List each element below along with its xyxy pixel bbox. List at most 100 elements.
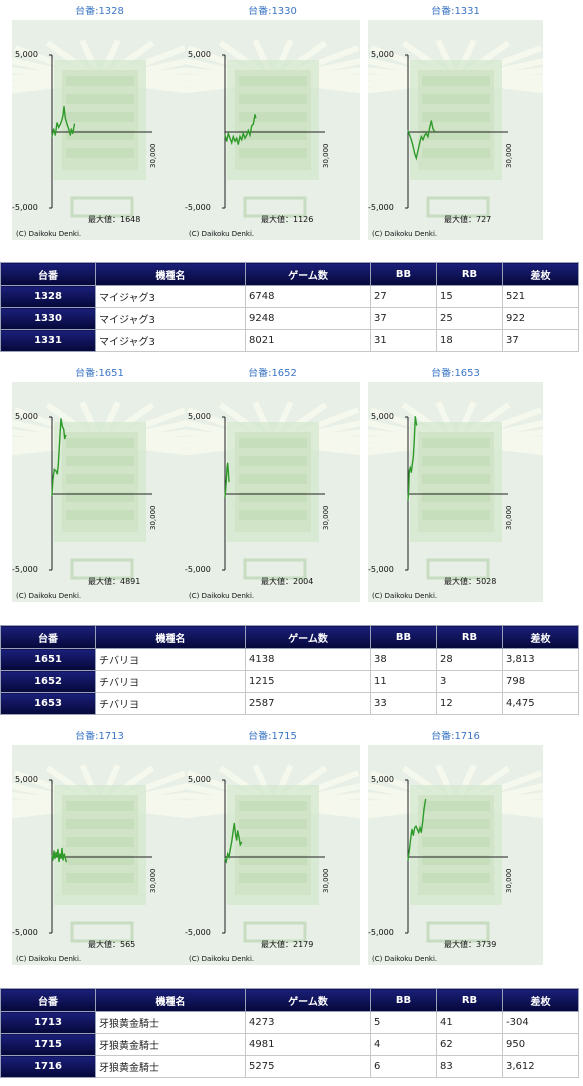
data-point (51, 136, 53, 138)
bb-count-cell: 38 (370, 648, 437, 671)
machine-number-cell[interactable]: 1653 (0, 692, 96, 715)
copyright-label: (C) Daikoku Denki. (16, 230, 82, 238)
y-tick-label-top: 5,000 (15, 412, 38, 421)
column-header: 機種名 (95, 988, 246, 1012)
copyright-label: (C) Daikoku Denki. (16, 955, 82, 963)
machine-number-cell[interactable]: 1651 (0, 648, 96, 671)
machine-name-cell: 牙狼黄金騎士 (95, 1011, 246, 1034)
column-header: RB (436, 625, 503, 649)
chart-title[interactable]: 台番:1653 (431, 368, 480, 379)
table-row: 1716 牙狼黄金騎士 5275 6 83 3,612 (0, 1055, 579, 1078)
chart-title[interactable]: 台番:1330 (248, 6, 297, 17)
chart-plot-area: 5,000 -5,000 30,000 最大値：727 (C) Daikoku Denk… (368, 20, 543, 240)
max-value-label: 最大値：2004 (261, 577, 314, 586)
data-point (411, 828, 413, 830)
data-point (420, 831, 422, 833)
data-point (432, 128, 434, 130)
table-row: 1715 牙狼黄金騎士 4981 4 62 950 (0, 1033, 579, 1056)
game-count-cell: 4273 (245, 1011, 371, 1034)
data-point (408, 490, 410, 492)
data-point (247, 129, 249, 132)
data-point (416, 828, 418, 830)
column-header: ゲーム数 (245, 625, 371, 649)
machine-number-cell[interactable]: 1713 (0, 1011, 96, 1034)
data-point (69, 134, 71, 136)
data-point (422, 821, 424, 823)
rb-count-cell: 28 (436, 648, 503, 671)
slump-series-line (51, 106, 76, 137)
table-row: 1331 マイジャグ3 8021 31 18 37 (0, 329, 579, 352)
rb-count-cell: 15 (436, 285, 503, 308)
table-header-row: 台番 機種名 ゲーム数 BB RB 差枚 (0, 988, 579, 1012)
rb-count-cell: 25 (436, 307, 503, 330)
data-point (425, 798, 427, 800)
game-count-cell: 4981 (245, 1033, 371, 1056)
data-point (56, 122, 58, 124)
chart-title[interactable]: 台番:1328 (75, 6, 124, 17)
data-point (65, 434, 67, 436)
data-point (225, 488, 227, 490)
copyright-label: (C) Daikoku Denki. (372, 592, 438, 600)
copyright-label: (C) Daikoku Denki. (189, 955, 255, 963)
max-value-label: 最大値：3739 (444, 940, 497, 949)
rb-count-cell: 62 (436, 1033, 503, 1056)
data-point (227, 853, 229, 855)
machine-number-cell[interactable]: 1715 (0, 1033, 96, 1056)
game-count-cell: 5275 (245, 1055, 371, 1078)
data-point (409, 467, 411, 469)
data-point (52, 859, 54, 861)
data-point (56, 856, 58, 858)
machine-number-cell[interactable]: 1331 (0, 329, 96, 352)
chart-title[interactable]: 台番:1331 (431, 6, 480, 17)
machine-number-cell[interactable]: 1716 (0, 1055, 96, 1078)
x-tick-label: 30,000 (505, 143, 513, 169)
slump-chart: 台番:1713 5,000 -5,000 30,000 最大値：565 (C) Daiko… (12, 731, 187, 965)
chart-svg (368, 39, 543, 218)
data-point (64, 438, 66, 440)
data-point (410, 471, 412, 473)
data-point (52, 478, 54, 480)
chart-plot-area: 5,000 -5,000 30,000 最大値：565 (C) Daikoku Denk… (12, 745, 187, 965)
column-header: ゲーム数 (245, 262, 371, 286)
copyright-label: (C) Daikoku Denki. (189, 592, 255, 600)
chart-plot-area: 5,000 -5,000 30,000 最大値：1648 (C) Daikoku Den… (12, 20, 187, 240)
chart-plot-area: 5,000 -5,000 30,000 最大値：5028 (C) Daikoku Den… (368, 382, 543, 602)
max-value-label: 最大値：4891 (88, 577, 141, 586)
data-point (239, 136, 241, 138)
table-row: 1330 マイジャグ3 9248 37 25 922 (0, 307, 579, 330)
data-point (226, 467, 228, 469)
data-point (224, 134, 226, 136)
chart-title[interactable]: 台番:1713 (75, 731, 124, 742)
chart-svg (368, 401, 543, 580)
data-point (227, 132, 229, 135)
machine-number-cell[interactable]: 1652 (0, 670, 96, 693)
column-header: 機種名 (95, 262, 246, 286)
data-point (226, 140, 228, 142)
y-tick-label-bottom: -5,000 (368, 928, 394, 937)
x-tick-label: 30,000 (322, 505, 330, 531)
chart-svg (368, 764, 543, 943)
machine-name-cell: マイジャグ3 (95, 307, 246, 330)
rb-count-cell: 3 (436, 670, 503, 693)
chart-title[interactable]: 台番:1652 (248, 368, 297, 379)
rb-count-cell: 41 (436, 1011, 503, 1034)
data-point (59, 439, 61, 441)
data-point (63, 106, 65, 108)
machine-number-cell[interactable]: 1330 (0, 307, 96, 330)
coin-difference-cell: 3,612 (502, 1055, 579, 1078)
chart-title[interactable]: 台番:1651 (75, 368, 124, 379)
table-row: 1713 牙狼黄金騎士 4273 5 41 -304 (0, 1011, 579, 1034)
data-point (236, 137, 238, 139)
y-tick-label-bottom: -5,000 (12, 565, 38, 574)
data-point (238, 836, 240, 838)
chart-svg (12, 764, 187, 943)
data-point (51, 494, 53, 497)
data-point (68, 128, 70, 130)
machine-number-cell[interactable]: 1328 (0, 285, 96, 308)
data-point (241, 841, 243, 843)
chart-title[interactable]: 台番:1716 (431, 731, 480, 742)
chart-title[interactable]: 台番:1715 (248, 731, 297, 742)
max-value-label: 最大値：5028 (444, 577, 497, 586)
data-point (255, 117, 257, 119)
data-point (62, 859, 64, 861)
